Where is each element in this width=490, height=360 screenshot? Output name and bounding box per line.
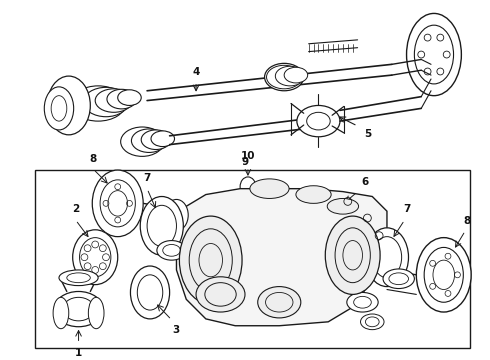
Circle shape xyxy=(99,245,106,252)
Ellipse shape xyxy=(296,186,331,203)
Ellipse shape xyxy=(240,177,256,197)
Polygon shape xyxy=(176,189,387,326)
Text: 7: 7 xyxy=(144,173,151,183)
Circle shape xyxy=(84,263,91,270)
Ellipse shape xyxy=(118,90,141,105)
Text: 7: 7 xyxy=(403,204,410,214)
Bar xyxy=(34,170,470,348)
Ellipse shape xyxy=(267,65,302,89)
Circle shape xyxy=(102,254,109,261)
Circle shape xyxy=(92,241,98,248)
Ellipse shape xyxy=(383,269,415,288)
Circle shape xyxy=(99,263,106,270)
Ellipse shape xyxy=(121,127,164,156)
Ellipse shape xyxy=(88,297,104,329)
Text: 8: 8 xyxy=(90,154,97,164)
Ellipse shape xyxy=(107,89,136,109)
Ellipse shape xyxy=(140,197,183,255)
Ellipse shape xyxy=(131,129,167,152)
Ellipse shape xyxy=(179,216,242,304)
Ellipse shape xyxy=(92,170,143,237)
Ellipse shape xyxy=(157,240,186,260)
Ellipse shape xyxy=(141,130,171,149)
Polygon shape xyxy=(240,202,256,210)
Text: 3: 3 xyxy=(172,325,179,335)
Ellipse shape xyxy=(284,67,308,83)
Text: 8: 8 xyxy=(464,216,471,226)
Ellipse shape xyxy=(165,199,188,231)
Text: 4: 4 xyxy=(193,67,200,77)
Ellipse shape xyxy=(250,179,289,198)
Ellipse shape xyxy=(151,131,174,147)
Text: 2: 2 xyxy=(72,204,79,214)
Ellipse shape xyxy=(361,314,384,330)
Ellipse shape xyxy=(83,87,128,117)
Text: 5: 5 xyxy=(365,129,372,139)
Ellipse shape xyxy=(59,270,98,285)
Ellipse shape xyxy=(258,287,301,318)
Ellipse shape xyxy=(416,238,471,312)
Text: 9: 9 xyxy=(242,157,248,167)
Circle shape xyxy=(84,245,91,252)
Ellipse shape xyxy=(275,66,305,86)
Ellipse shape xyxy=(73,230,118,285)
Ellipse shape xyxy=(265,63,304,91)
Ellipse shape xyxy=(347,292,378,312)
Ellipse shape xyxy=(297,105,340,137)
Ellipse shape xyxy=(95,89,132,112)
Ellipse shape xyxy=(130,266,170,319)
Text: 6: 6 xyxy=(362,177,369,187)
Ellipse shape xyxy=(196,277,245,312)
Ellipse shape xyxy=(44,87,74,130)
Circle shape xyxy=(92,266,98,273)
Text: 1: 1 xyxy=(75,348,82,358)
Ellipse shape xyxy=(71,86,125,121)
Ellipse shape xyxy=(54,292,103,327)
Ellipse shape xyxy=(407,13,462,96)
Ellipse shape xyxy=(53,297,69,329)
Ellipse shape xyxy=(243,192,253,201)
Ellipse shape xyxy=(47,76,90,135)
Ellipse shape xyxy=(327,198,359,214)
Text: 10: 10 xyxy=(241,151,255,161)
Circle shape xyxy=(81,254,88,261)
Ellipse shape xyxy=(366,228,409,287)
Ellipse shape xyxy=(325,216,380,294)
